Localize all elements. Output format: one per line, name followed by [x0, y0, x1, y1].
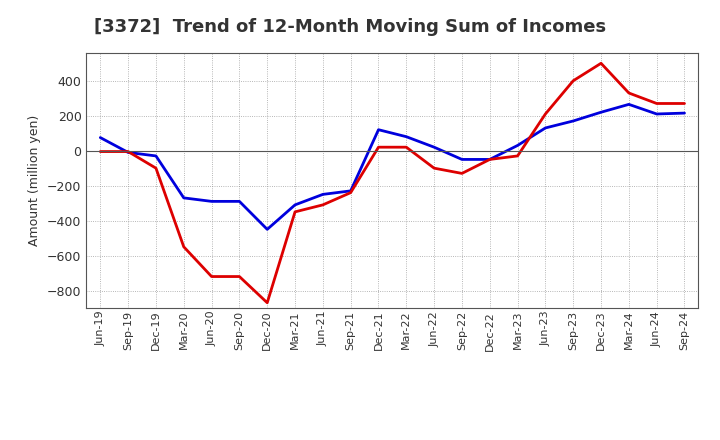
Line: Net Income: Net Income [100, 63, 685, 303]
Net Income [124, 149, 132, 154]
Net Income [263, 300, 271, 305]
Net Income [374, 145, 383, 150]
Net Income [430, 165, 438, 171]
Net Income [207, 274, 216, 279]
Ordinary Income [652, 111, 661, 117]
Text: [3372]  Trend of 12-Month Moving Sum of Incomes: [3372] Trend of 12-Month Moving Sum of I… [94, 18, 606, 36]
Ordinary Income [569, 118, 577, 124]
Net Income [179, 244, 188, 249]
Net Income [624, 90, 633, 95]
Ordinary Income [152, 153, 161, 158]
Net Income [513, 153, 522, 158]
Ordinary Income [263, 227, 271, 232]
Ordinary Income [374, 127, 383, 132]
Net Income [569, 78, 577, 84]
Ordinary Income [124, 150, 132, 155]
Ordinary Income [235, 199, 243, 204]
Net Income [402, 145, 410, 150]
Ordinary Income [346, 188, 355, 194]
Ordinary Income [458, 157, 467, 162]
Ordinary Income [207, 199, 216, 204]
Net Income [680, 101, 689, 106]
Ordinary Income [430, 145, 438, 150]
Net Income [485, 157, 494, 162]
Ordinary Income [179, 195, 188, 201]
Net Income [318, 202, 327, 208]
Ordinary Income [485, 157, 494, 162]
Net Income [152, 165, 161, 171]
Ordinary Income [513, 143, 522, 148]
Net Income [346, 190, 355, 195]
Ordinary Income [318, 192, 327, 197]
Ordinary Income [597, 110, 606, 115]
Net Income [597, 61, 606, 66]
Line: Ordinary Income: Ordinary Income [100, 104, 685, 229]
Ordinary Income [680, 110, 689, 116]
Y-axis label: Amount (million yen): Amount (million yen) [29, 115, 42, 246]
Ordinary Income [96, 135, 104, 140]
Net Income [96, 149, 104, 154]
Net Income [235, 274, 243, 279]
Net Income [541, 111, 550, 117]
Ordinary Income [541, 125, 550, 131]
Net Income [291, 209, 300, 215]
Ordinary Income [624, 102, 633, 107]
Ordinary Income [291, 202, 300, 208]
Ordinary Income [402, 134, 410, 139]
Net Income [652, 101, 661, 106]
Net Income [458, 171, 467, 176]
